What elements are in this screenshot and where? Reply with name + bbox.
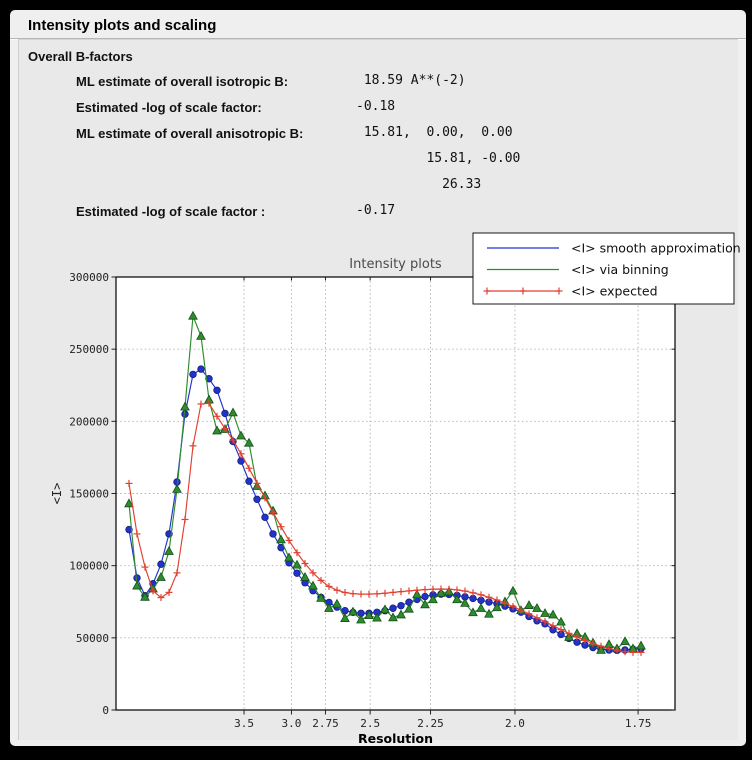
gridlines (116, 277, 675, 710)
svg-text:150000: 150000 (69, 488, 109, 501)
report-window: Intensity plots and scaling Overall B-fa… (10, 10, 746, 746)
bfactor-row: ML estimate of overall isotropic B: 18.5… (76, 73, 466, 89)
row-value: 26.33 (356, 177, 482, 192)
row-value: 18.59 A**(-2) (356, 73, 466, 88)
svg-text:<I> via binning: <I> via binning (571, 262, 669, 277)
axes: 0 50000 100000 150000 200000 250000 300000 3.5 3… (69, 271, 676, 730)
legend: <I> smooth approximation <I> via binning <… (472, 232, 741, 305)
page-title: Intensity plots and scaling (28, 17, 217, 34)
bfactor-row: ML estimate of overall anisotropic B: 15… (76, 125, 513, 141)
report-panel: Overall B-factors ML estimate of overall… (18, 39, 741, 746)
svg-text:2.75: 2.75 (312, 717, 339, 730)
svg-text:0: 0 (102, 704, 109, 717)
svg-text:2.25: 2.25 (417, 717, 444, 730)
row-value: -0.17 (356, 203, 396, 218)
row-label: ML estimate of overall isotropic B: (76, 74, 289, 89)
bfactor-row: Estimated -log of scale factor: -0.18 (76, 99, 395, 115)
svg-text:<I> smooth approximation: <I> smooth approximation (571, 241, 741, 256)
row-value: 15.81, 0.00, 0.00 (356, 125, 513, 140)
row-value: 15.81, -0.00 (356, 151, 521, 166)
svg-text:2.0: 2.0 (505, 717, 525, 730)
title-separator (10, 38, 746, 39)
row-label: Estimated -log of scale factor : (76, 204, 266, 219)
row-label: ML estimate of overall anisotropic B: (76, 126, 304, 141)
row-label: Estimated -log of scale factor: (76, 100, 262, 115)
svg-text:3.0: 3.0 (282, 717, 302, 730)
x-axis-label: Resolution (358, 731, 433, 746)
series-plus (125, 399, 645, 656)
svg-text:2.5: 2.5 (360, 717, 380, 730)
svg-text:100000: 100000 (69, 560, 109, 573)
svg-text:3.5: 3.5 (234, 717, 254, 730)
svg-text:300000: 300000 (69, 271, 109, 284)
intensity-plot-chart: 0 50000 100000 150000 200000 250000 300000 3.5 3… (50, 232, 741, 746)
section-title: Overall B-factors (28, 49, 133, 64)
bfactor-row: Estimated -log of scale factor : -0.17 (76, 203, 395, 219)
svg-text:<I> expected: <I> expected (571, 284, 658, 299)
row-value: -0.18 (356, 99, 396, 114)
svg-text:200000: 200000 (69, 415, 109, 428)
chart-title: Intensity plots (349, 257, 442, 272)
svg-text:250000: 250000 (69, 343, 109, 356)
svg-text:1.75: 1.75 (625, 717, 652, 730)
y-axis-label: <I> (50, 483, 64, 505)
svg-text:50000: 50000 (76, 632, 109, 645)
intensity-figure: 0 50000 100000 150000 200000 250000 300000 3.5 3… (31, 229, 746, 751)
